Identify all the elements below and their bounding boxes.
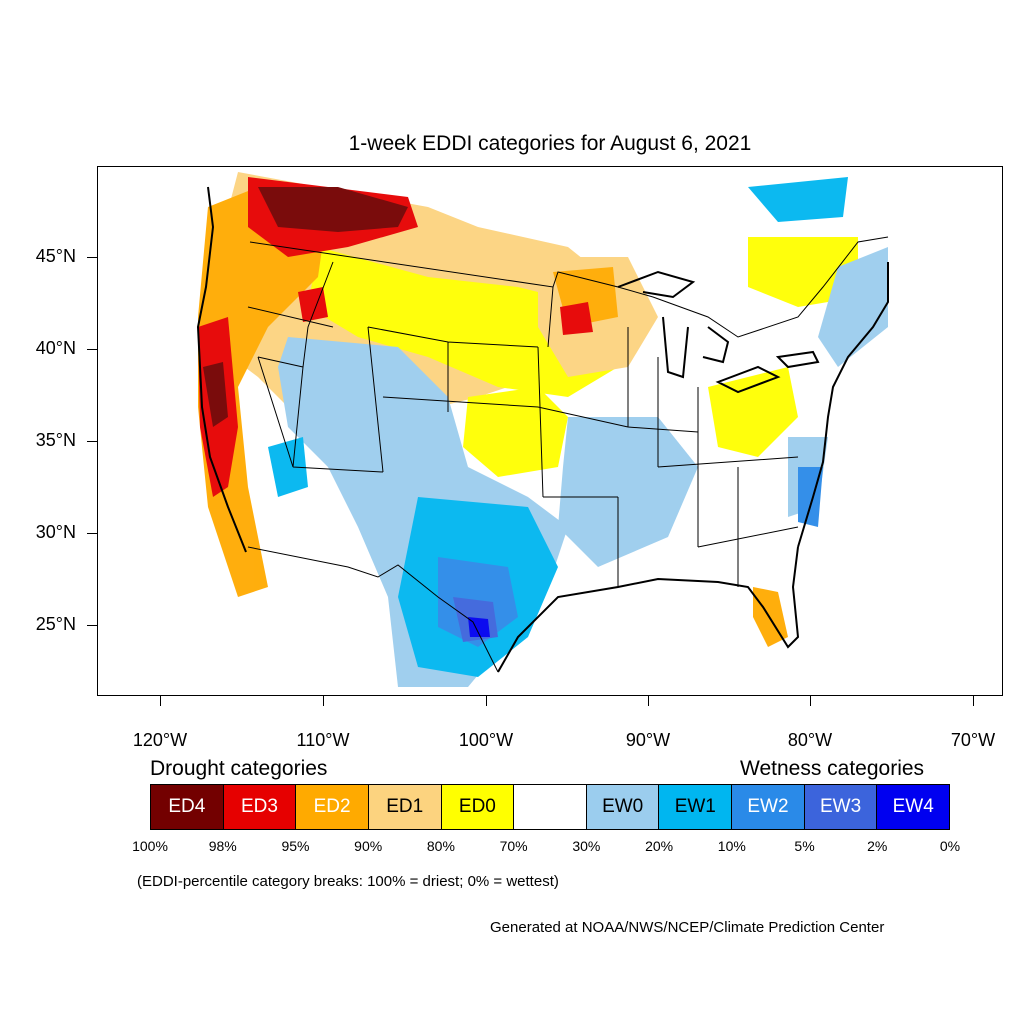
percentile-label: 10% <box>717 838 746 854</box>
wetness-heading: Wetness categories <box>740 757 925 780</box>
lat-tick-25 <box>87 625 97 626</box>
percentile-label: 5% <box>794 838 815 854</box>
ed4-northwest-region <box>258 187 408 232</box>
lat-tick-35 <box>87 441 97 442</box>
lat-label-40: 40°N <box>35 338 76 358</box>
category-fields <box>198 172 888 687</box>
legend-box-ed4: ED4 <box>151 785 224 829</box>
legend-box-neutral <box>514 785 587 829</box>
eddi-map <box>97 166 1003 696</box>
ed2-west-coast-region <box>198 187 328 597</box>
ew1-great-basin-region <box>268 437 308 497</box>
legend-box-ew4: EW4 <box>877 785 950 829</box>
lat-label-30: 30°N <box>35 522 76 542</box>
legend-box-ed0: ED0 <box>441 785 515 829</box>
boundaries <box>247 236 889 673</box>
legend-box-ed1: ED1 <box>368 785 442 829</box>
percentile-label: 95% <box>281 838 310 854</box>
drought-heading: Drought categories <box>150 757 328 780</box>
state-lines <box>247 261 799 587</box>
lat-label-35: 35°N <box>35 430 76 450</box>
lon-label-80: 80°W <box>787 730 833 750</box>
lat-label-25: 25°N <box>35 614 76 634</box>
legend-box-ed3: ED3 <box>223 785 297 829</box>
percentile-label: 0% <box>939 838 961 854</box>
ew1-quebec-region <box>748 177 848 222</box>
ed3-idaho-region <box>298 287 328 322</box>
ed3-minnesota-region <box>560 302 593 335</box>
ew0-northeast-region <box>818 247 888 367</box>
pacific-coastline <box>196 186 247 553</box>
map-canvas <box>196 172 889 687</box>
percentile-label: 2% <box>867 838 888 854</box>
lat-tick-30 <box>87 533 97 534</box>
lat-tick-45 <box>87 257 97 258</box>
credit-line: Generated at NOAA/NWS/NCEP/Climate Predi… <box>490 919 885 936</box>
legend-box-ew0: EW0 <box>586 785 660 829</box>
percentile-label: 30% <box>572 838 601 854</box>
lon-tick-70 <box>973 696 974 706</box>
percentile-label: 100% <box>132 838 168 854</box>
ed0-quebec-region <box>748 237 858 307</box>
percentile-label: 98% <box>208 838 237 854</box>
us-mexico-border <box>247 546 499 673</box>
legend-box-ed2: ED2 <box>296 785 369 829</box>
atlantic-coastline <box>797 262 889 548</box>
ed0-north-region <box>308 247 638 397</box>
lon-tick-120 <box>160 696 161 706</box>
lon-tick-90 <box>648 696 649 706</box>
ed0-ohio-valley-region <box>708 367 798 457</box>
lat-tick-40 <box>87 349 97 350</box>
map-title: 1-week EDDI categories for August 6, 202… <box>348 132 752 155</box>
lat-label-45: 45°N <box>35 246 76 266</box>
legend-box-ew3: EW3 <box>804 785 878 829</box>
lon-label-90: 90°W <box>625 730 671 750</box>
lon-tick-80 <box>810 696 811 706</box>
legend-box-ew1: EW1 <box>659 785 733 829</box>
great-lakes-outline <box>617 270 820 394</box>
lon-label-120: 120°W <box>132 730 188 750</box>
legend-color-bar: ED4 ED3 ED2 ED1 ED0 EW0 EW1 EW2 EW3 EW4 <box>150 784 950 830</box>
gulf-coastline <box>497 546 800 673</box>
breaks-note: (EDDI-percentile category breaks: 100% =… <box>137 873 559 890</box>
percentile-label: 90% <box>354 838 383 854</box>
lon-tick-110 <box>323 696 324 706</box>
ed0-central-plains-region <box>463 387 568 477</box>
coastlines <box>196 186 889 673</box>
us-canada-border <box>249 236 889 338</box>
legend-box-ew2: EW2 <box>732 785 805 829</box>
lon-tick-100 <box>486 696 487 706</box>
lon-label-70: 70°W <box>950 730 996 750</box>
ew0-midsouth-region <box>558 417 698 567</box>
percentile-label: 80% <box>426 838 455 854</box>
lon-label-110: 110°W <box>296 730 350 750</box>
percentile-label: 70% <box>499 838 528 854</box>
percentile-label: 20% <box>645 838 674 854</box>
lon-label-100: 100°W <box>458 730 514 750</box>
ed4-california-region <box>203 362 228 427</box>
